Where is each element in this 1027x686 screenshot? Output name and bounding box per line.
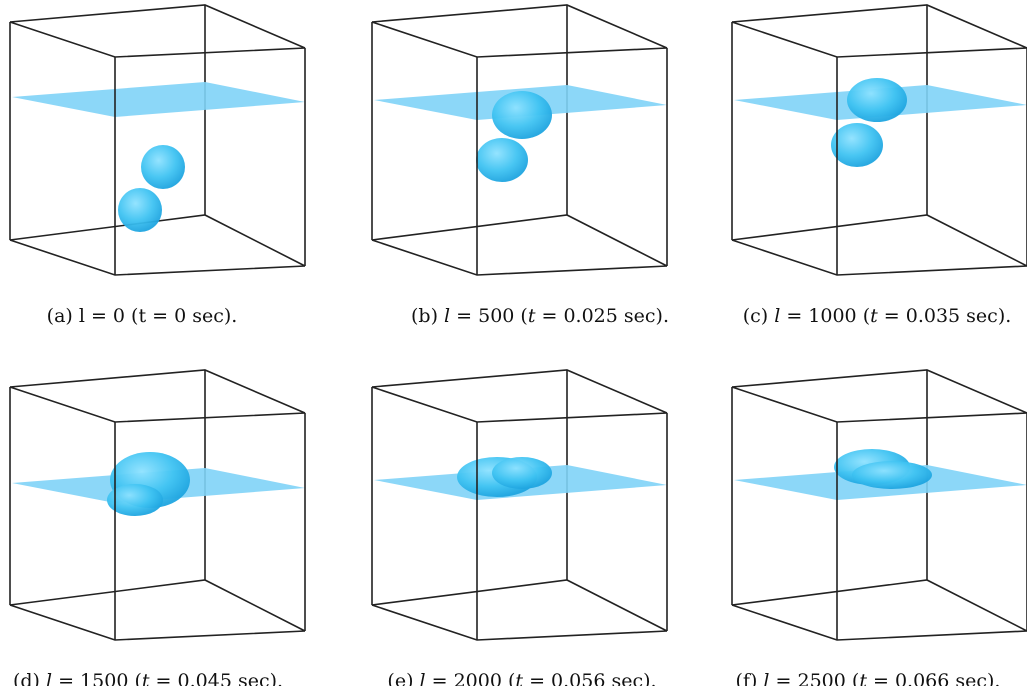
cube-edge bbox=[9, 369, 306, 414]
cube-edge bbox=[371, 21, 668, 58]
caption-part: t bbox=[515, 670, 523, 686]
bubble bbox=[107, 484, 163, 516]
caption-part: = 0.045 sec). bbox=[150, 670, 284, 686]
panel bbox=[9, 369, 306, 641]
cube-edge bbox=[731, 604, 1027, 641]
cube-edge bbox=[9, 386, 306, 423]
panel bbox=[371, 4, 668, 276]
caption-part: = 1000 ( bbox=[780, 305, 870, 327]
cube-edge bbox=[731, 579, 1027, 632]
caption-part: (f) bbox=[736, 670, 764, 686]
panel bbox=[9, 4, 306, 276]
panel bbox=[731, 369, 1027, 641]
caption-part: (d) bbox=[13, 670, 46, 686]
caption-part: l bbox=[420, 670, 426, 686]
caption: (c) l = 1000 (t = 0.035 sec). bbox=[743, 305, 1012, 327]
cube-edge bbox=[9, 604, 306, 641]
caption: (f) l = 2500 (t = 0.066 sec). bbox=[736, 670, 1001, 686]
cube-edge bbox=[371, 4, 668, 49]
caption-part: = 0.025 sec). bbox=[535, 305, 669, 327]
bubble bbox=[847, 78, 907, 122]
caption: (d) l = 1500 (t = 0.045 sec). bbox=[13, 670, 283, 686]
cube-edge bbox=[9, 214, 306, 267]
bubble bbox=[852, 461, 932, 489]
caption-part: l bbox=[46, 670, 52, 686]
cube-edge bbox=[731, 21, 1027, 58]
cube-edge bbox=[731, 239, 1027, 276]
bubble bbox=[492, 91, 552, 139]
caption-part: = 0.056 sec). bbox=[523, 670, 657, 686]
caption-part: = 2500 ( bbox=[770, 670, 860, 686]
panel bbox=[731, 4, 1027, 276]
caption-part: l bbox=[774, 305, 780, 327]
caption-part: (b) bbox=[411, 305, 444, 327]
cube-edge bbox=[371, 369, 668, 414]
cube-edge bbox=[9, 579, 306, 632]
caption-part: l bbox=[444, 305, 450, 327]
bubble bbox=[118, 188, 162, 232]
caption: (e) l = 2000 (t = 0.056 sec). bbox=[387, 670, 656, 686]
panel bbox=[371, 369, 668, 641]
caption-part: (c) bbox=[743, 305, 775, 327]
cube-edge bbox=[9, 4, 306, 49]
liquid-plane bbox=[12, 82, 305, 117]
cube-edge bbox=[371, 579, 668, 632]
caption-part: t bbox=[142, 670, 150, 686]
caption-part: (a) l = 0 (t = 0 sec). bbox=[47, 305, 238, 327]
caption-part: = 2000 ( bbox=[426, 670, 516, 686]
caption-part: t bbox=[870, 305, 878, 327]
cube-edge bbox=[371, 239, 668, 276]
caption-part: t bbox=[528, 305, 536, 327]
caption-part: (e) bbox=[387, 670, 419, 686]
caption: (a) l = 0 (t = 0 sec). bbox=[47, 305, 238, 327]
cube-edge bbox=[731, 4, 1027, 49]
cube-edge bbox=[9, 21, 306, 58]
cube-edge bbox=[731, 214, 1027, 267]
cube-edge bbox=[371, 386, 668, 423]
bubble bbox=[831, 123, 883, 167]
cube-edge bbox=[9, 239, 306, 276]
bubble bbox=[476, 138, 528, 182]
caption-part: = 0.066 sec). bbox=[867, 670, 1001, 686]
bubble bbox=[492, 457, 552, 489]
caption-part: = 1500 ( bbox=[52, 670, 142, 686]
caption-part: t bbox=[859, 670, 867, 686]
bubble bbox=[141, 145, 185, 189]
cube-edge bbox=[731, 369, 1027, 414]
caption-part: l bbox=[763, 670, 769, 686]
caption: (b) l = 500 (t = 0.025 sec). bbox=[411, 305, 669, 327]
cube-edge bbox=[731, 386, 1027, 423]
cube-edge bbox=[371, 604, 668, 641]
caption-part: = 0.035 sec). bbox=[878, 305, 1012, 327]
cube-edge bbox=[371, 214, 668, 267]
caption-part: = 500 ( bbox=[450, 305, 528, 327]
